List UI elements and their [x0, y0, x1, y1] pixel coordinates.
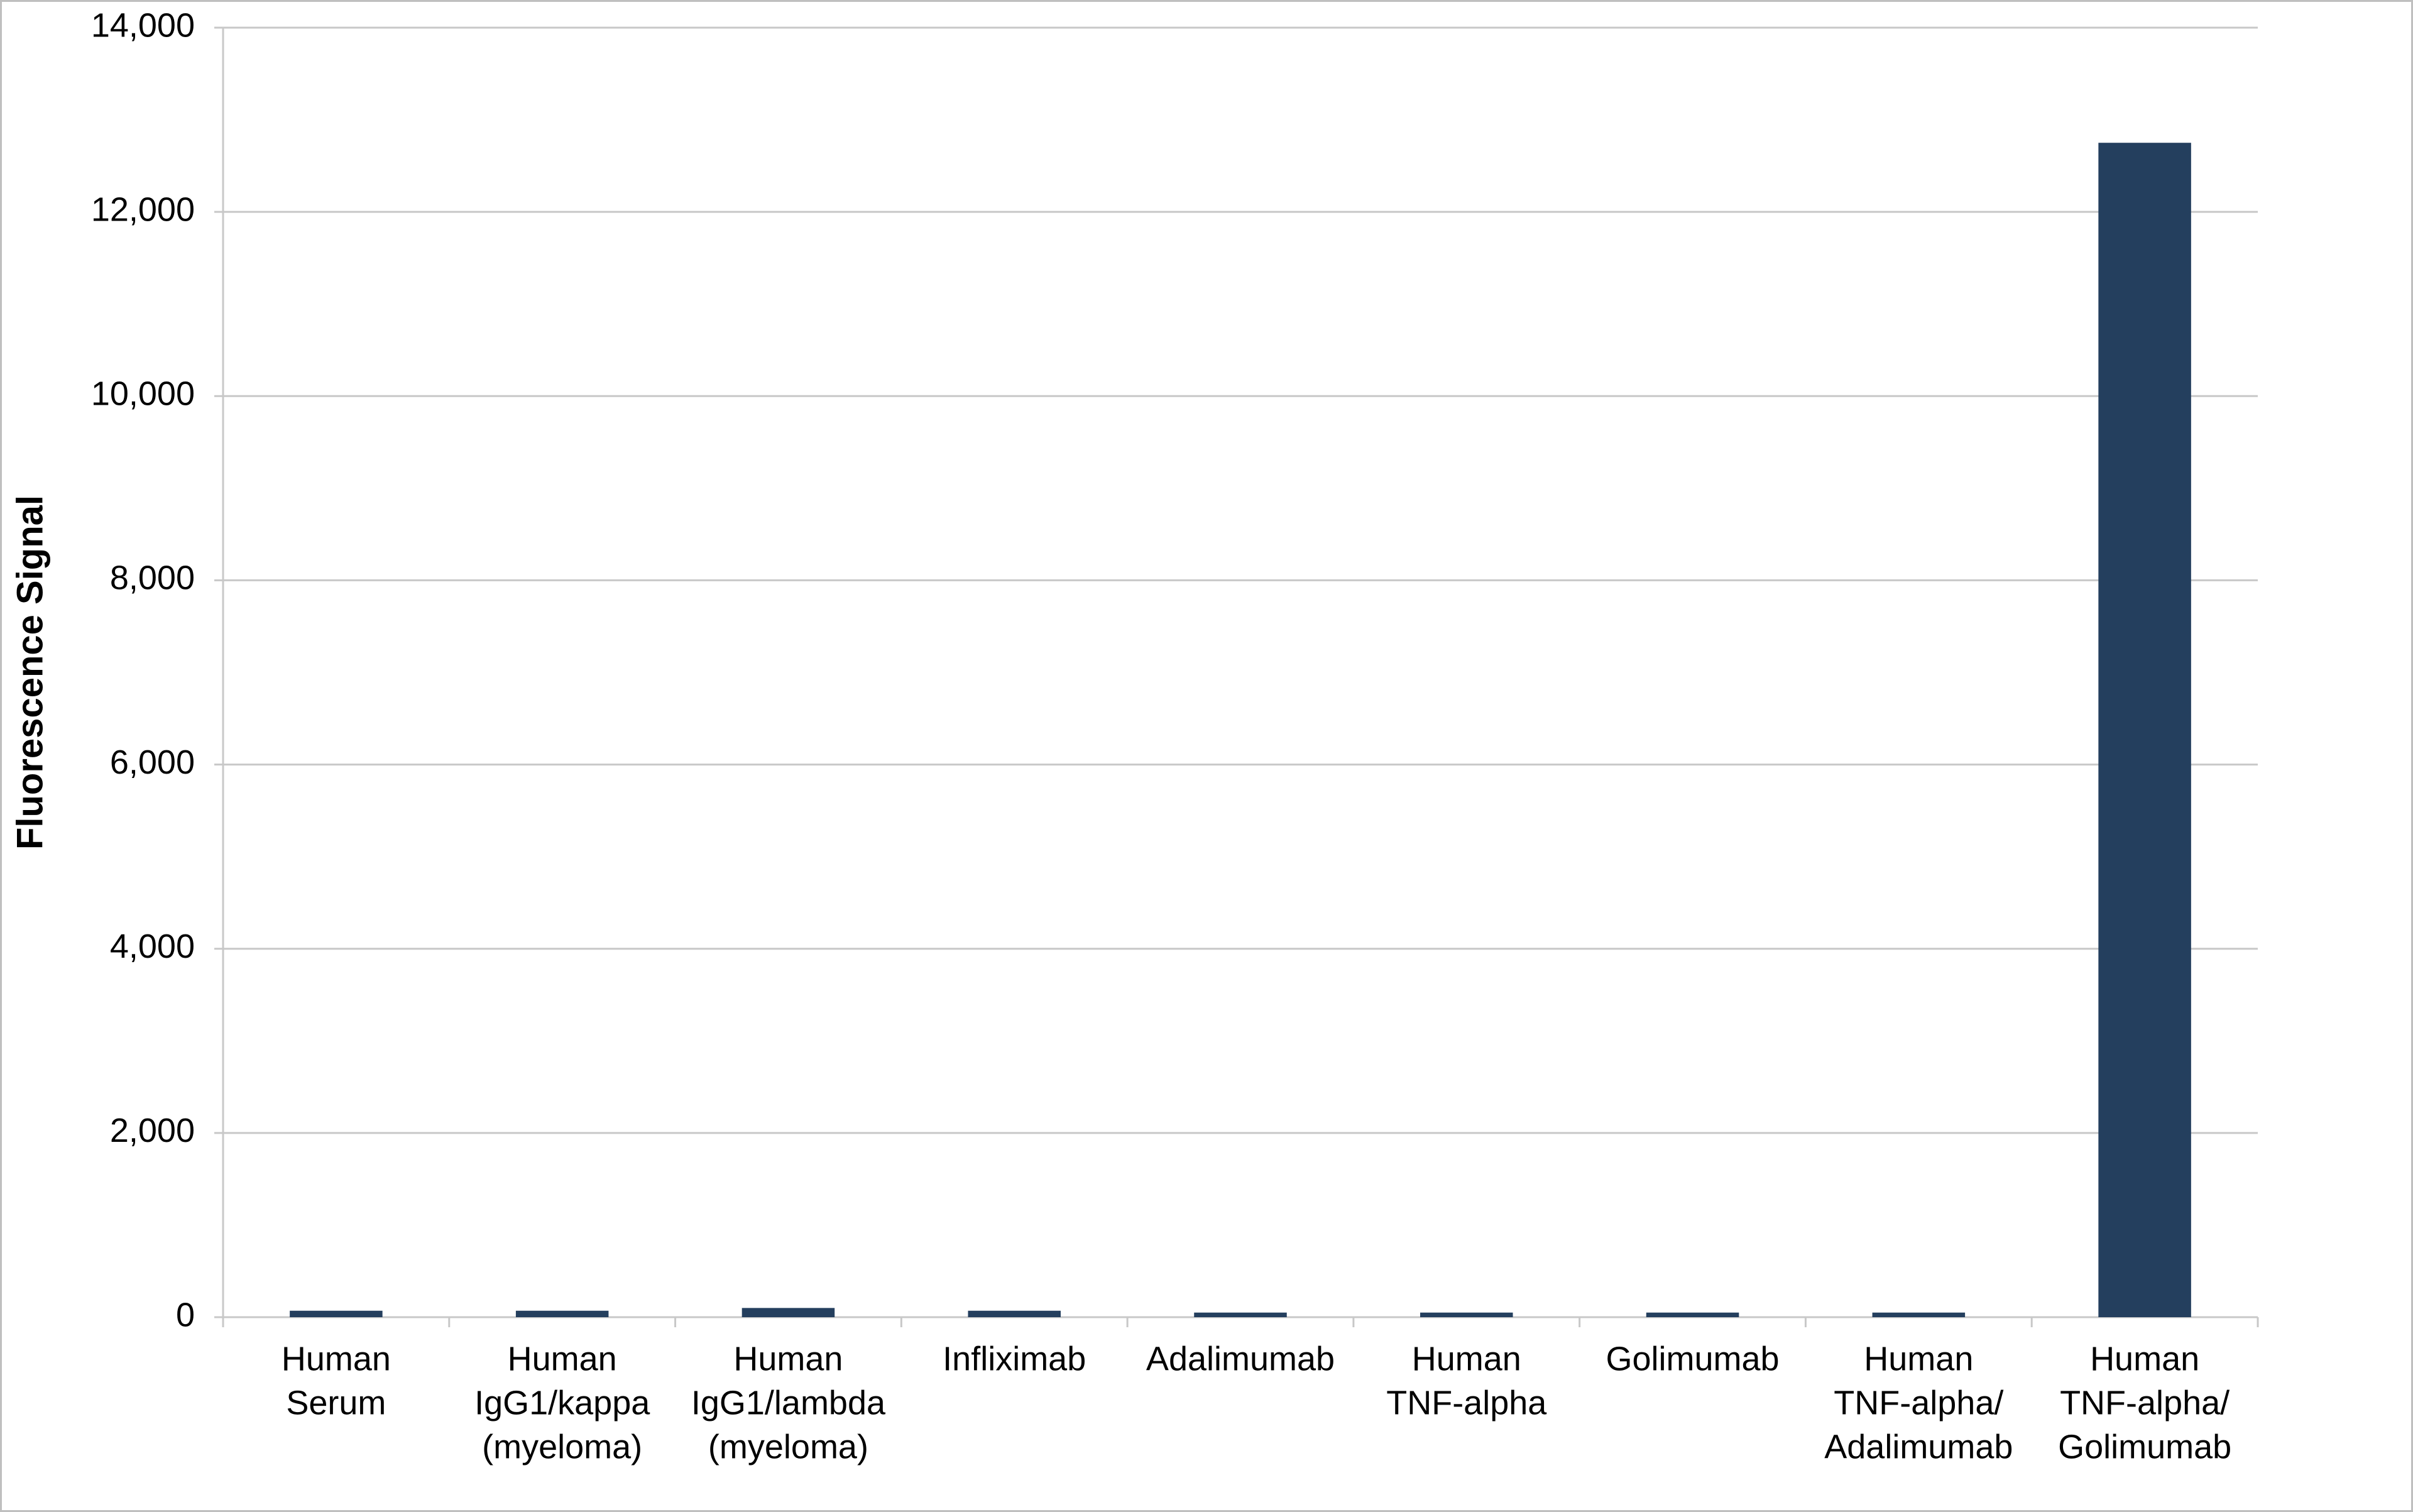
- x-tick-label: TNF-alpha/: [1834, 1384, 2003, 1422]
- y-axis-title: Fluorescence Signal: [9, 495, 50, 850]
- y-tick-label: 4,000: [110, 928, 195, 965]
- y-tick-label: 10,000: [91, 375, 195, 413]
- bar: [1420, 1312, 1513, 1317]
- x-tick-label: Human: [508, 1340, 617, 1378]
- x-tick-label: Human: [1412, 1340, 1521, 1378]
- bar: [2098, 143, 2191, 1318]
- bar: [290, 1310, 383, 1317]
- bar: [1646, 1312, 1739, 1317]
- y-tick-label: 6,000: [110, 743, 195, 781]
- y-tick-label: 2,000: [110, 1112, 195, 1149]
- x-tick-label: IgG1/lambda: [691, 1384, 886, 1422]
- y-tick-label: 12,000: [91, 190, 195, 228]
- y-tick-label: 8,000: [110, 559, 195, 597]
- x-tick-label: Infliximab: [943, 1340, 1086, 1378]
- x-tick-label: Serum: [286, 1384, 386, 1422]
- bar: [968, 1310, 1061, 1317]
- x-tick-label: Adalimumab: [1824, 1428, 2013, 1465]
- x-tick-label: IgG1/kappa: [474, 1384, 650, 1422]
- y-tick-label: 14,000: [91, 6, 195, 44]
- x-tick-label: Human: [1864, 1340, 1973, 1378]
- x-tick-label: Adalimumab: [1146, 1340, 1335, 1378]
- x-tick-label: Human: [2090, 1340, 2199, 1378]
- x-tick-label: (myeloma): [482, 1428, 642, 1465]
- x-tick-label: TNF-alpha/: [2060, 1384, 2230, 1422]
- x-tick-label: Human: [733, 1340, 843, 1378]
- bar: [1194, 1312, 1287, 1317]
- x-tick-label: TNF-alpha: [1386, 1384, 1547, 1422]
- x-tick-label: Golimumab: [1606, 1340, 1780, 1378]
- bar: [741, 1308, 835, 1317]
- bar: [515, 1310, 609, 1317]
- y-tick-label: 0: [176, 1296, 195, 1334]
- x-tick-label: Golimumab: [2058, 1428, 2231, 1465]
- x-tick-label: Human: [282, 1340, 391, 1378]
- x-tick-label: (myeloma): [708, 1428, 868, 1465]
- bar: [1872, 1312, 1966, 1317]
